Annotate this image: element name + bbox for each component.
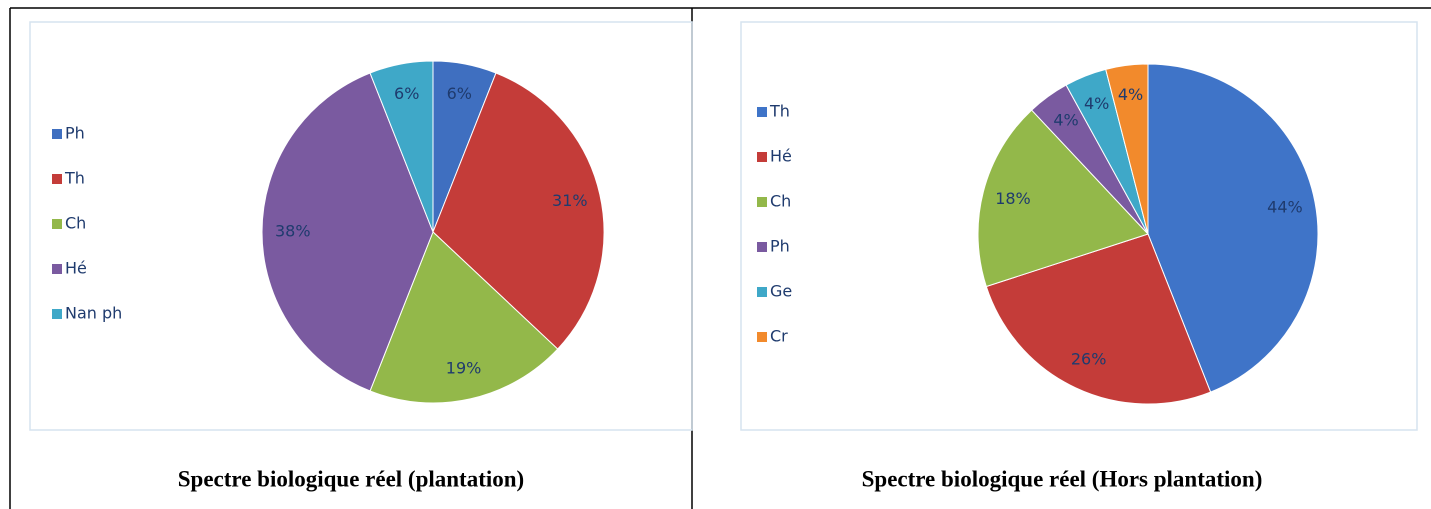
chart-area (740, 21, 1418, 431)
data-label: 18% (995, 189, 1031, 208)
chart-title: Spectre biologique réel (Hors plantation… (862, 466, 1263, 491)
data-label: 44% (1267, 197, 1303, 216)
legend-label: Th (769, 102, 790, 121)
pie-slice (1105, 63, 1149, 235)
legend-label: Th (64, 169, 85, 188)
legend-swatch (52, 174, 62, 184)
legend-label: Ph (770, 237, 790, 256)
legend-swatch (757, 152, 767, 162)
legend-label: Nan ph (65, 304, 122, 323)
data-label: 4% (1053, 111, 1078, 130)
chart-area (29, 21, 693, 431)
data-label: 6% (394, 84, 419, 103)
legend-swatch (757, 332, 767, 342)
legend-swatch (52, 219, 62, 229)
data-label: 6% (447, 84, 472, 103)
data-label: 4% (1084, 94, 1109, 113)
data-label: 4% (1118, 85, 1143, 104)
pie-slice (369, 231, 559, 404)
legend-label: Ch (65, 214, 86, 233)
pie-slice (977, 109, 1149, 288)
data-label: 19% (446, 358, 482, 377)
legend-label: Ge (770, 282, 792, 301)
legend-swatch (757, 197, 767, 207)
legend-label: Cr (770, 327, 788, 346)
legend-swatch (52, 129, 62, 139)
legend-label: Ph (65, 124, 85, 143)
data-label: 38% (275, 222, 311, 241)
pie-slice (1147, 63, 1319, 393)
pie-slice (432, 72, 605, 350)
chart-title: Spectre biologique réel (plantation) (178, 466, 524, 491)
legend-label: Hé (65, 259, 87, 278)
legend-swatch (52, 309, 62, 319)
legend-swatch (757, 107, 767, 117)
pie-slice (261, 72, 434, 392)
legend-label: Ch (770, 192, 791, 211)
legend-label: Hé (770, 147, 792, 166)
pie-slice (985, 233, 1212, 405)
legend-swatch (52, 264, 62, 274)
data-label: 31% (552, 191, 588, 210)
legend-swatch (757, 287, 767, 297)
data-label: 26% (1071, 350, 1107, 369)
legend-swatch (757, 242, 767, 252)
pie-slice (369, 60, 434, 233)
